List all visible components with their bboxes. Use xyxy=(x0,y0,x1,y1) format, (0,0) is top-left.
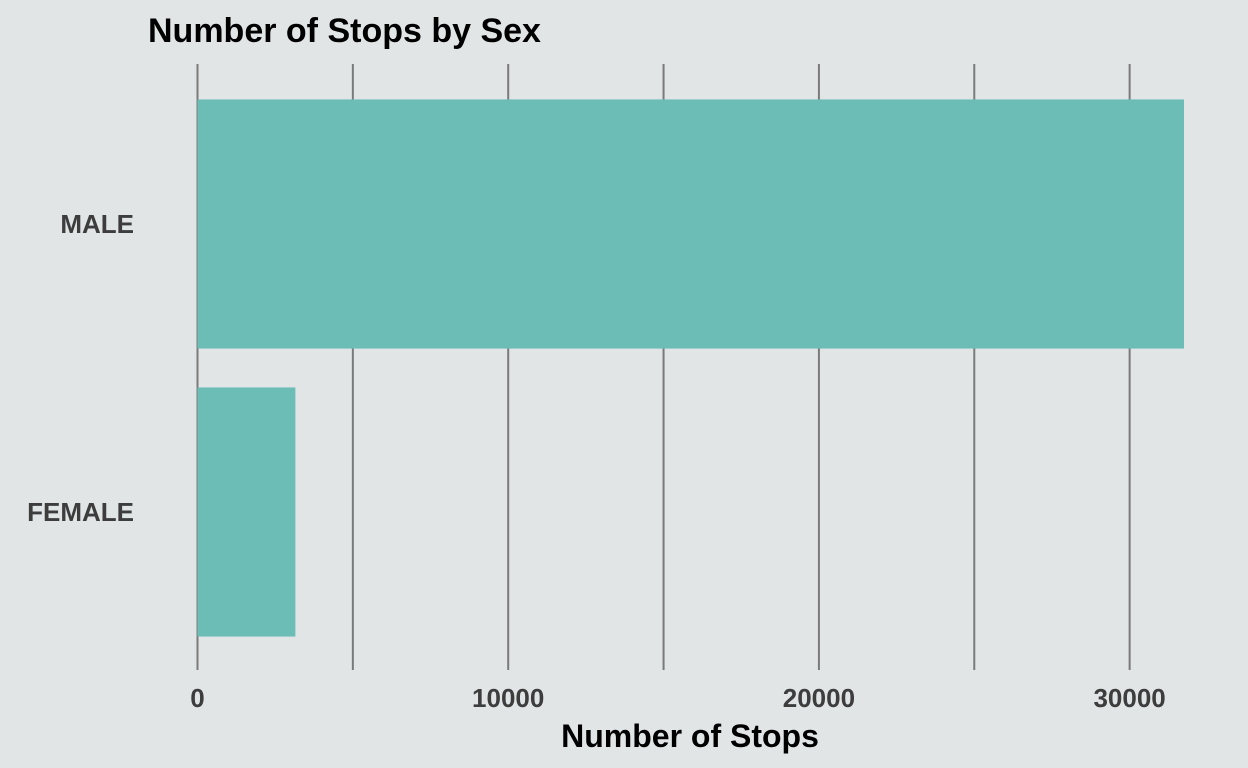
y-tick-label-female: FEMALE xyxy=(27,497,134,527)
bar-male xyxy=(197,99,1184,349)
x-tick-label-30000: 30000 xyxy=(1093,683,1165,713)
x-axis-title: Number of Stops xyxy=(561,718,819,754)
y-tick-labels: MALE FEMALE xyxy=(27,209,134,527)
x-tick-labels: 0 10000 20000 30000 xyxy=(190,683,1166,713)
bars xyxy=(197,99,1184,637)
x-tick-label-0: 0 xyxy=(190,683,204,713)
bar-female xyxy=(197,387,296,637)
x-tick-label-10000: 10000 xyxy=(472,683,544,713)
chart-title: Number of Stops by Sex xyxy=(148,12,541,50)
y-tick-label-male: MALE xyxy=(60,209,134,239)
x-tick-label-20000: 20000 xyxy=(783,683,855,713)
